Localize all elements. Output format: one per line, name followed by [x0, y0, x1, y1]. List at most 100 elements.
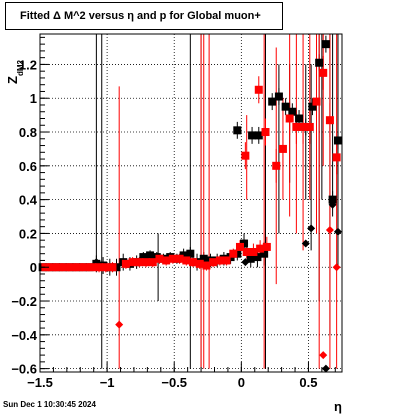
data-point [321, 40, 330, 49]
data-point [101, 263, 110, 272]
data-point-diamond [241, 258, 250, 267]
plot-frame [39, 33, 343, 373]
data-point-diamond [321, 364, 330, 373]
y-tick-label: 1 [30, 91, 37, 106]
data-point [128, 258, 137, 267]
y-tick-label: −0.2 [11, 294, 37, 309]
data-point [182, 256, 191, 265]
y-tick-label: 0.4 [19, 193, 38, 208]
data-point [121, 259, 130, 268]
data-point [312, 97, 321, 106]
data-point [328, 195, 337, 204]
data-point [254, 85, 263, 94]
data-point [299, 122, 308, 131]
data-point [142, 258, 151, 267]
data-point [240, 239, 249, 248]
data-point [88, 263, 97, 272]
y-tick-label: 0.2 [19, 226, 37, 241]
data-point [278, 144, 287, 153]
data-point [281, 102, 290, 111]
data-point [95, 263, 104, 272]
data-point [241, 151, 250, 160]
data-point [325, 116, 334, 125]
y-tick-label: −0.6 [11, 362, 37, 377]
timestamp: Sun Dec 1 10:30:45 2024 [3, 400, 96, 409]
x-tick-label: −1.5 [27, 375, 53, 390]
data-point-diamond [325, 226, 334, 235]
data-point [249, 248, 258, 257]
y-axis-label: ZdM2 [5, 59, 25, 84]
data-point [246, 254, 255, 263]
data-point [254, 131, 263, 140]
data-point [179, 251, 188, 260]
y-tick-label: 0.8 [19, 125, 37, 140]
data-point-diamond [333, 227, 342, 236]
data-point [222, 256, 231, 265]
data-point [248, 131, 257, 140]
data-point [333, 136, 342, 145]
data-point [215, 256, 224, 265]
data-point [295, 114, 304, 123]
x-tick-label: −1 [100, 375, 115, 390]
error-bars [42, 34, 339, 369]
data-point [168, 254, 177, 263]
data-point [315, 58, 324, 67]
y-tick-label: 0.6 [19, 159, 37, 174]
x-tick-label: 0.5 [299, 375, 317, 390]
data-point [268, 97, 277, 106]
data-point [74, 263, 83, 272]
data-point [256, 244, 265, 253]
data-point [235, 242, 244, 251]
data-point [242, 248, 251, 257]
data-point [186, 249, 195, 258]
y-tick-label: 1.2 [19, 57, 37, 72]
data-point [233, 126, 242, 135]
data-point [319, 68, 328, 77]
data-point [148, 258, 157, 267]
data-point [146, 251, 155, 260]
data-point-diamond [301, 239, 310, 248]
data-point [308, 102, 317, 111]
data-point [61, 263, 70, 272]
data-point [54, 263, 63, 272]
data-point-diamond [108, 263, 117, 272]
data-point-diamond [328, 200, 337, 209]
data-point [261, 128, 270, 137]
data-point [155, 254, 164, 263]
data-point [135, 258, 144, 267]
y-tick-label: 0 [30, 260, 37, 275]
data-point-diamond [332, 263, 341, 272]
data-point [288, 107, 297, 116]
data-point-diamond [307, 224, 316, 233]
x-axis-label: η [334, 399, 342, 414]
tick-labels: −1.5 −1 −0.5 0 0.5 −0.6 −0.4 −0.2 0 0.2 0.4 0.6 0.8 1… [11, 57, 317, 390]
data-point [305, 122, 314, 131]
data-point [175, 254, 184, 263]
data-point [189, 258, 198, 267]
data-point [195, 259, 204, 268]
data-point [68, 263, 77, 272]
data-point [260, 249, 269, 258]
data-point-diamond [262, 242, 271, 251]
chart-title: Fitted Δ M^2 versus η and p for Global m… [5, 2, 283, 30]
data-point [139, 253, 148, 262]
x-tick-label: −0.5 [161, 375, 187, 390]
data-point [112, 263, 121, 272]
data-point [292, 122, 301, 131]
data-point [233, 249, 242, 258]
data-point [162, 256, 171, 265]
data-point [229, 249, 238, 258]
data-point [199, 254, 208, 263]
data-point [274, 92, 283, 101]
data-markers [38, 40, 342, 373]
data-point-diamond [319, 351, 328, 360]
data-point [285, 114, 294, 123]
axis-ticks [39, 36, 336, 372]
data-point [272, 161, 281, 170]
data-point [202, 261, 211, 270]
data-point [48, 263, 57, 272]
data-point [332, 153, 341, 162]
y-tick-label: −0.4 [11, 328, 37, 343]
data-point [209, 258, 218, 267]
